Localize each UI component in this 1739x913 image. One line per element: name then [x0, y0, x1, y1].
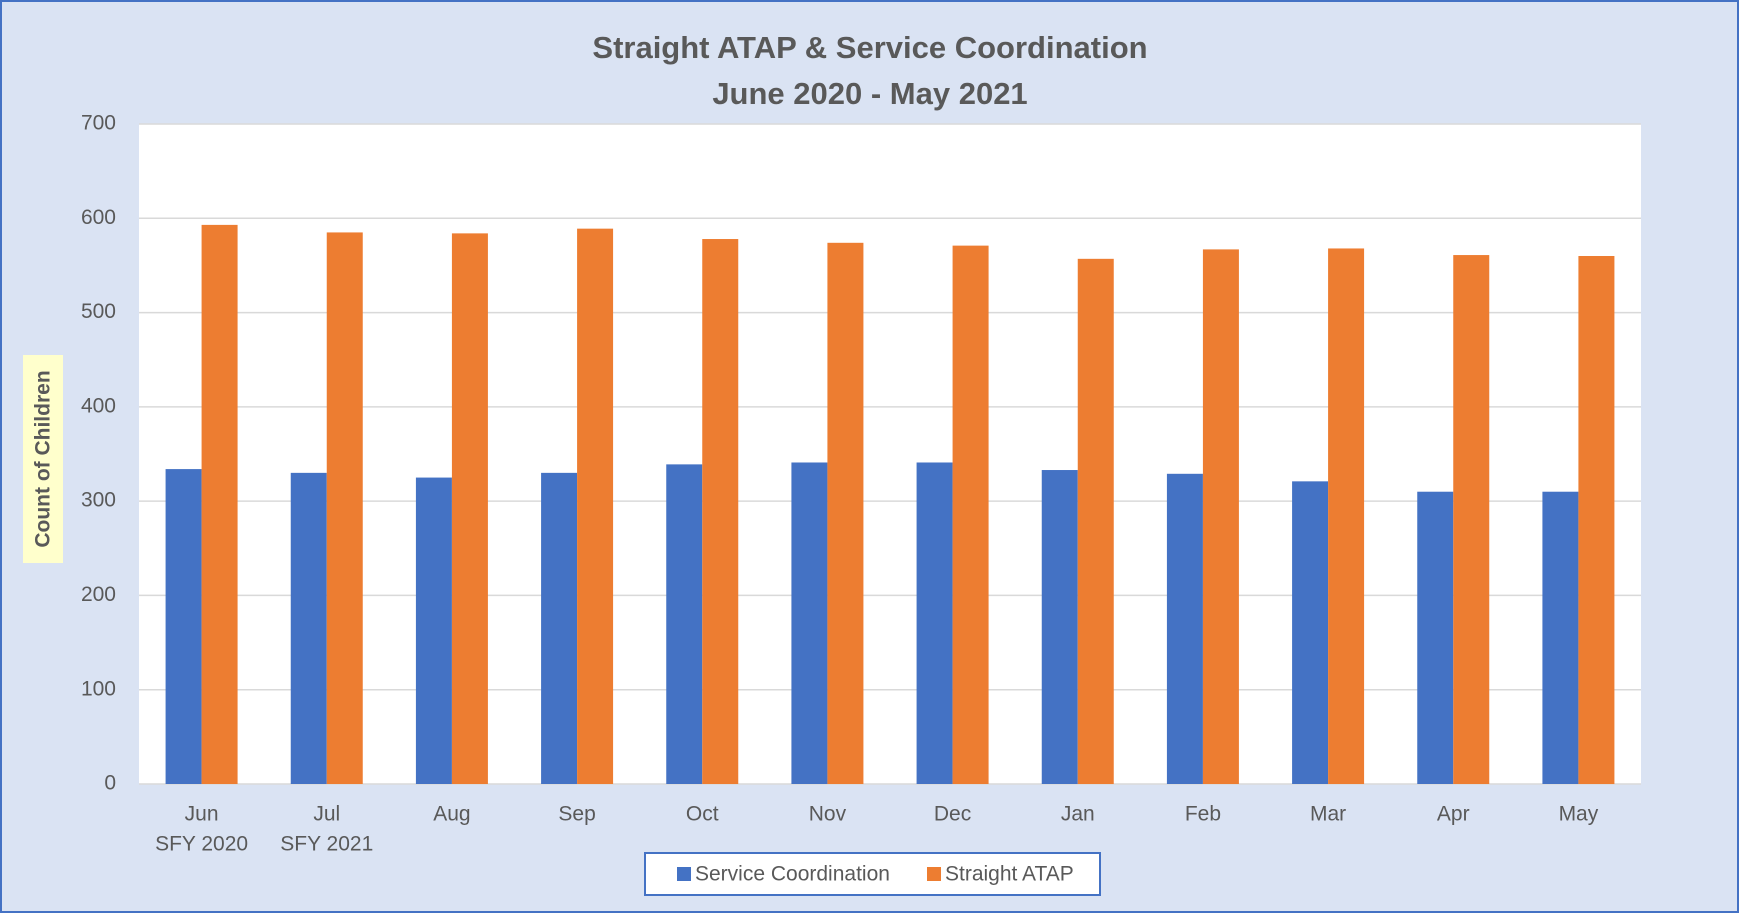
x-tick-label: Apr: [1437, 803, 1470, 826]
y-tick-label: 600: [81, 206, 116, 229]
y-tick-label: 300: [81, 489, 116, 512]
bar: [415, 477, 452, 784]
x-tick-label: SFY 2021: [280, 833, 373, 856]
bar: [1578, 256, 1615, 784]
bar: [952, 245, 989, 785]
x-tick-label: Aug: [433, 803, 470, 826]
bar: [1077, 258, 1114, 784]
y-tick-label: 100: [81, 677, 116, 700]
x-tick-label: Nov: [809, 803, 847, 826]
x-tick-label: Mar: [1310, 803, 1346, 826]
bar: [1453, 255, 1490, 785]
bar: [702, 239, 739, 784]
chart-title: Straight ATAP & Service Coordination: [592, 30, 1147, 65]
y-tick-label: 0: [104, 772, 116, 795]
y-tick-label: 500: [81, 300, 116, 323]
x-tick-label: Oct: [686, 803, 719, 826]
bar: [541, 472, 578, 784]
y-tick-label: 700: [81, 112, 116, 135]
bar: [451, 233, 488, 784]
bar: [326, 232, 363, 784]
y-tick-label: 200: [81, 583, 116, 606]
bar: [1292, 481, 1329, 784]
plot-area: [139, 124, 1641, 784]
bar: [666, 464, 703, 784]
bar: [165, 469, 202, 784]
legend-swatch: [927, 867, 941, 881]
x-tick-label: Jul: [313, 803, 340, 826]
legend-swatch: [677, 867, 691, 881]
bar: [1041, 470, 1078, 784]
bar: [916, 462, 953, 784]
bar: [791, 462, 828, 784]
x-tick-label: SFY 2020: [155, 833, 248, 856]
x-tick-label: Jun: [185, 803, 219, 826]
y-axis-label: Count of Children: [32, 370, 55, 547]
legend-label: Straight ATAP: [945, 863, 1074, 886]
x-tick-label: Sep: [558, 803, 595, 826]
bar: [1166, 473, 1203, 784]
x-tick-label: Jan: [1061, 803, 1095, 826]
bar: [201, 224, 238, 784]
bar: [577, 228, 614, 784]
x-tick-label: May: [1559, 803, 1599, 826]
y-tick-label: 400: [81, 394, 116, 417]
y-axis-label-box: [23, 355, 63, 563]
bar: [290, 472, 327, 784]
bar: [827, 242, 864, 785]
legend-label: Service Coordination: [695, 863, 890, 886]
chart-subtitle: June 2020 - May 2021: [712, 76, 1027, 111]
x-tick-label: Dec: [934, 803, 971, 826]
bar: [1417, 491, 1454, 784]
bar: [1202, 249, 1239, 784]
bar: [1328, 248, 1365, 784]
x-tick-label: Feb: [1185, 803, 1221, 826]
bar: [1542, 491, 1579, 784]
legend-box: [644, 852, 1101, 896]
